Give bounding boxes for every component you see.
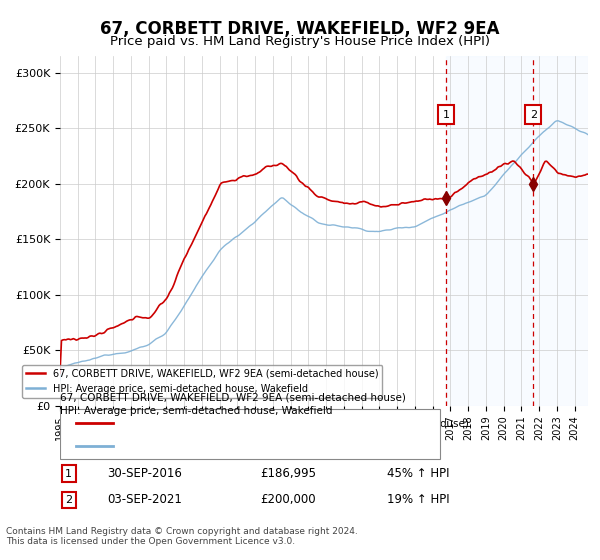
Bar xyxy=(446,56,588,406)
Text: 45% ↑ HPI: 45% ↑ HPI xyxy=(388,467,450,480)
Text: 30-SEP-2016: 30-SEP-2016 xyxy=(107,467,182,480)
Text: Contains HM Land Registry data © Crown copyright and database right 2024.
This d: Contains HM Land Registry data © Crown c… xyxy=(6,526,358,546)
FancyBboxPatch shape xyxy=(60,409,440,459)
Text: HPI: Average price, semi-detached house, Wakefield: HPI: Average price, semi-detached house,… xyxy=(124,441,396,451)
Text: 2: 2 xyxy=(530,110,537,120)
Text: £186,995: £186,995 xyxy=(260,467,317,480)
Text: 67, CORBETT DRIVE, WAKEFIELD, WF2 9EA (semi-detached house): 67, CORBETT DRIVE, WAKEFIELD, WF2 9EA (s… xyxy=(60,393,406,403)
Text: 1: 1 xyxy=(443,110,449,120)
Text: HPI: Average price, semi-detached house, Wakefield: HPI: Average price, semi-detached house,… xyxy=(60,407,332,417)
Text: 67, CORBETT DRIVE, WAKEFIELD, WF2 9EA: 67, CORBETT DRIVE, WAKEFIELD, WF2 9EA xyxy=(100,20,500,38)
Text: 1: 1 xyxy=(65,469,72,479)
Text: 03-SEP-2021: 03-SEP-2021 xyxy=(107,493,182,506)
Text: 67, CORBETT DRIVE, WAKEFIELD, WF2 9EA (semi-detached house): 67, CORBETT DRIVE, WAKEFIELD, WF2 9EA (s… xyxy=(124,418,469,428)
Text: 19% ↑ HPI: 19% ↑ HPI xyxy=(388,493,450,506)
Text: 2: 2 xyxy=(65,495,73,505)
Text: Price paid vs. HM Land Registry's House Price Index (HPI): Price paid vs. HM Land Registry's House … xyxy=(110,35,490,48)
Legend: 67, CORBETT DRIVE, WAKEFIELD, WF2 9EA (semi-detached house), HPI: Average price,: 67, CORBETT DRIVE, WAKEFIELD, WF2 9EA (s… xyxy=(22,365,382,398)
Text: £200,000: £200,000 xyxy=(260,493,316,506)
